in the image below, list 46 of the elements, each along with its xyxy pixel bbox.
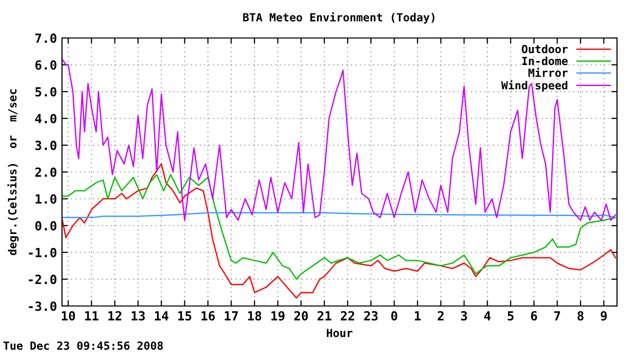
chart-title: BTA Meteo Environment (Today)	[243, 12, 434, 24]
y-tick-label: 4.0	[35, 114, 56, 124]
line-series	[62, 163, 616, 299]
text: Tue Dec 23 09:45:56 2008	[3, 341, 163, 350]
x-tick-label: 0	[391, 311, 398, 321]
y-tick-label: 1.0	[36, 194, 56, 204]
x-tick-label: 12	[108, 311, 122, 320]
legend-label: Mirror	[528, 68, 568, 77]
y-tick-label: -1.0	[28, 248, 56, 258]
x-tick-label: 10	[62, 311, 75, 321]
x-tick-label: 9	[600, 311, 607, 321]
x-tick-label: 11	[85, 311, 98, 320]
x-tick-label: 2	[438, 311, 444, 320]
x-tick-label: 22	[340, 311, 354, 320]
legend-label: Outdoor	[522, 44, 568, 54]
y-tick-label: 0.0	[35, 221, 56, 231]
line-series	[62, 58, 616, 221]
x-tick-label: 21	[318, 311, 332, 320]
x-tick-label: 3	[461, 311, 468, 321]
x-tick-label: 8	[578, 311, 584, 321]
y-tick-label: 3.0	[35, 140, 56, 150]
x-tick-label: 14	[154, 311, 168, 320]
x-tick-label: 20	[294, 311, 308, 321]
x-tick-label: 7	[554, 311, 560, 320]
x-tick-label: 17	[224, 311, 238, 320]
legend-label: In-dome	[522, 56, 568, 66]
y-tick-label: 5.0	[35, 87, 56, 97]
x-tick-label: 16	[202, 311, 215, 321]
legend-label: Wind speed	[501, 80, 568, 92]
x-axis-title: Hour	[326, 328, 352, 338]
y-tick-label: -2.0	[28, 274, 56, 284]
x-tick-label: 18	[248, 311, 262, 321]
y-tick-label: -3.0	[28, 301, 56, 311]
y-tick-label: 6.0	[35, 60, 56, 70]
y-tick-label: 7.0	[35, 33, 56, 43]
x-tick-label: 19	[271, 311, 285, 321]
x-tick-label: 4	[484, 311, 491, 320]
x-tick-label: 23	[364, 311, 378, 321]
x-tick-label: 6	[530, 311, 538, 321]
x-tick-label: 5	[508, 311, 514, 321]
x-tick-label: 13	[132, 311, 145, 321]
line-series	[62, 174, 616, 280]
x-tick-label: 15	[178, 311, 192, 321]
y-tick-label: 2.0	[35, 167, 56, 177]
y-axis-title: degr.(Celsius) or m/sec	[7, 89, 19, 256]
x-tick-label: 1	[414, 311, 421, 320]
